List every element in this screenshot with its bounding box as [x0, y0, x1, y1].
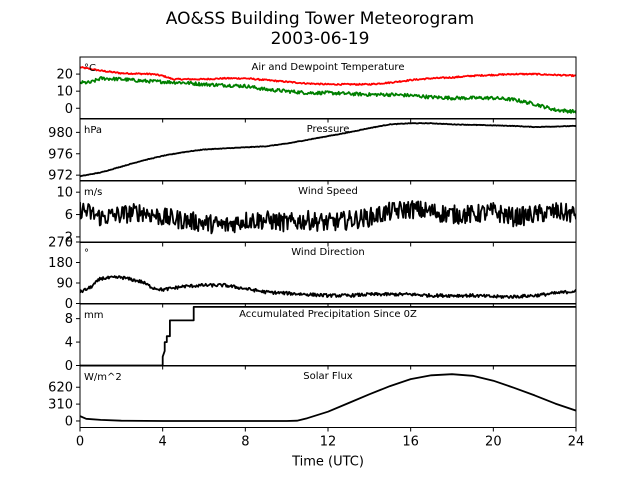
- y-tick-label: 0: [65, 297, 73, 312]
- y-tick-label: 10: [56, 186, 73, 201]
- x-tick-label: 4: [159, 435, 167, 450]
- y-tick-label: 6: [65, 208, 73, 223]
- y-tick-label: 0: [65, 414, 73, 429]
- panel-unit-label: °: [84, 248, 89, 259]
- panel-2: 972 976 980 hPa Pressure: [48, 118, 577, 185]
- series-line-1: [80, 275, 576, 299]
- series-line-1: [80, 306, 576, 366]
- x-tick-label: 0: [76, 435, 84, 450]
- panel-title: Wind Speed: [298, 186, 358, 197]
- x-tick-label: 8: [241, 435, 249, 450]
- series-line-1: [80, 122, 576, 178]
- panel-5: 0 4 8 mm Accumulated Precipitation Since 0Z: [65, 303, 577, 374]
- y-tick-label: 972: [48, 169, 73, 184]
- panel-title: Wind Direction: [291, 247, 365, 258]
- series-line-1: [80, 200, 576, 235]
- x-tick-label: 20: [485, 435, 502, 450]
- panel-3: 2 6 10 m/s Wind Speed: [56, 180, 577, 247]
- series-line-2: [80, 76, 576, 114]
- y-tick-label: 2: [65, 230, 73, 245]
- y-tick-label: 0: [65, 359, 73, 374]
- series-line-1: [80, 373, 576, 422]
- panel-title: Accumulated Precipitation Since 0Z: [239, 309, 417, 320]
- y-tick-label: 10: [56, 85, 73, 100]
- y-tick-label: 310: [48, 398, 73, 413]
- y-tick-label: 4: [65, 336, 73, 351]
- panel-unit-label: W/m^2: [84, 372, 122, 383]
- x-tick-label: 16: [402, 435, 419, 450]
- panel-title: Air and Dewpoint Temperature: [252, 62, 405, 73]
- y-tick-label: 976: [48, 147, 73, 162]
- x-tick-label: 24: [568, 435, 585, 450]
- x-axis-label: Time (UTC): [291, 455, 364, 470]
- panel-unit-label: hPa: [84, 125, 102, 136]
- panel-1: 0 10 20 °C Air and Dewpoint Temperature: [56, 56, 577, 123]
- series-line-1: [80, 66, 576, 86]
- figure-subtitle: 2003-06-19: [270, 29, 370, 49]
- x-tick-label: 12: [320, 435, 337, 450]
- y-tick-label: 980: [48, 126, 73, 141]
- panel-4: 0 90 180 270 ° Wind Direction: [48, 236, 577, 312]
- y-tick-label: 180: [48, 256, 73, 271]
- panel-unit-label: mm: [84, 310, 103, 321]
- panel-title: Solar Flux: [303, 371, 353, 382]
- y-tick-label: 90: [56, 277, 73, 292]
- y-tick-label: 0: [65, 102, 73, 117]
- panel-unit-label: m/s: [84, 187, 102, 198]
- panel-title: Pressure: [307, 124, 350, 135]
- y-tick-label: 20: [56, 68, 73, 83]
- y-tick-label: 620: [48, 381, 73, 396]
- figure-title: AO&SS Building Tower Meteorogram: [165, 9, 475, 29]
- panel-unit-label: °C: [84, 63, 96, 74]
- y-tick-label: 8: [65, 312, 73, 327]
- y-tick-label: 270: [48, 236, 73, 251]
